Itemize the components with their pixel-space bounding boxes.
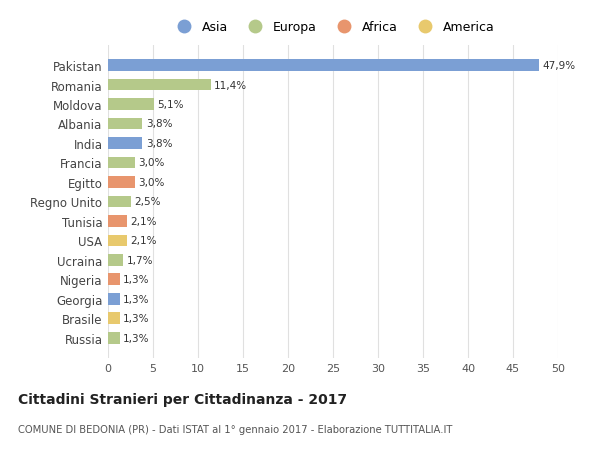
Text: 5,1%: 5,1% (157, 100, 184, 110)
Bar (108, 274, 120, 285)
Bar (108, 254, 124, 266)
Bar (108, 138, 142, 150)
Bar (108, 216, 127, 227)
Bar (108, 177, 135, 188)
Bar (108, 332, 120, 344)
Text: 1,3%: 1,3% (124, 274, 150, 285)
Bar (108, 79, 211, 91)
Text: 3,8%: 3,8% (146, 139, 172, 149)
Text: 3,0%: 3,0% (139, 158, 165, 168)
Text: 1,7%: 1,7% (127, 255, 154, 265)
Text: 3,0%: 3,0% (139, 178, 165, 188)
Text: 1,3%: 1,3% (124, 333, 150, 343)
Bar (108, 99, 154, 111)
Text: 1,3%: 1,3% (124, 313, 150, 324)
Text: 47,9%: 47,9% (543, 61, 576, 71)
Bar (108, 196, 131, 208)
Text: COMUNE DI BEDONIA (PR) - Dati ISTAT al 1° gennaio 2017 - Elaborazione TUTTITALIA: COMUNE DI BEDONIA (PR) - Dati ISTAT al 1… (18, 425, 452, 435)
Bar (108, 118, 142, 130)
Bar (108, 293, 120, 305)
Text: 1,3%: 1,3% (124, 294, 150, 304)
Text: 3,8%: 3,8% (146, 119, 172, 129)
Bar (108, 60, 539, 72)
Bar (108, 313, 120, 325)
Text: 2,1%: 2,1% (131, 216, 157, 226)
Text: 11,4%: 11,4% (214, 80, 247, 90)
Text: 2,5%: 2,5% (134, 197, 161, 207)
Bar (108, 157, 135, 169)
Bar (108, 235, 127, 246)
Text: Cittadini Stranieri per Cittadinanza - 2017: Cittadini Stranieri per Cittadinanza - 2… (18, 392, 347, 406)
Text: 2,1%: 2,1% (131, 236, 157, 246)
Legend: Asia, Europa, Africa, America: Asia, Europa, Africa, America (172, 21, 494, 34)
